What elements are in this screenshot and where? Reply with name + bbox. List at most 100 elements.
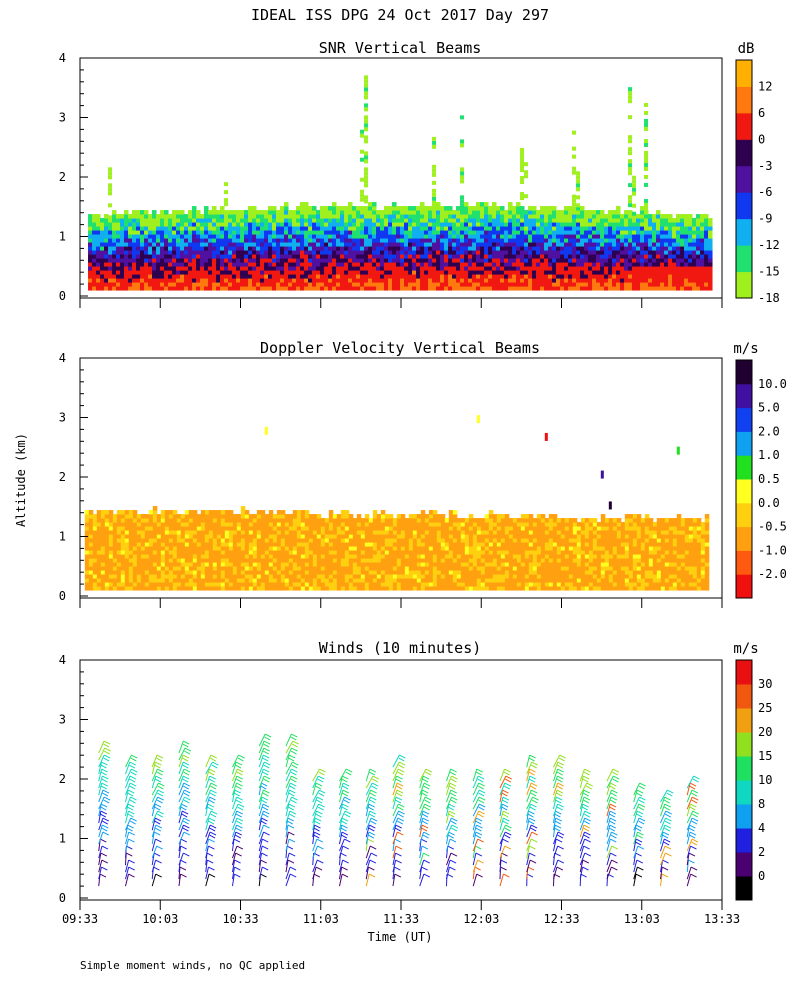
velocity-cell — [288, 566, 294, 571]
velocity-cell — [344, 554, 350, 559]
colorbar-swatch — [736, 245, 752, 273]
snr-cell — [232, 238, 237, 243]
velocity-cell — [188, 562, 194, 567]
snr-cell — [400, 282, 405, 287]
velocity-cell — [100, 574, 106, 579]
snr-cell — [420, 214, 425, 219]
snr-cell — [700, 242, 705, 247]
snr-cell — [692, 266, 697, 271]
velocity-cell — [344, 510, 350, 515]
velocity-cell — [208, 534, 214, 539]
velocity-cell — [140, 546, 146, 551]
snr-cell — [436, 266, 441, 271]
velocity-cell — [156, 514, 162, 519]
velocity-cell — [92, 578, 98, 583]
velocity-cell — [228, 530, 234, 535]
velocity-cell — [316, 546, 322, 551]
snr-cell — [340, 266, 345, 271]
snr-cell — [612, 238, 617, 243]
snr-cell — [88, 266, 93, 271]
snr-cell — [628, 226, 633, 231]
snr-cell — [384, 286, 389, 291]
snr-cell — [272, 250, 277, 255]
velocity-cell — [188, 526, 194, 531]
snr-cell — [300, 238, 305, 243]
velocity-cell — [272, 518, 278, 523]
velocity-cell — [248, 546, 254, 551]
snr-cell — [332, 258, 337, 263]
snr-cell — [360, 282, 365, 287]
snr-cell — [604, 238, 609, 243]
velocity-cell — [100, 546, 106, 551]
snr-cell — [344, 246, 349, 251]
velocity-cell — [240, 546, 246, 551]
velocity-cell — [256, 514, 262, 519]
velocity-cell — [332, 570, 338, 575]
velocity-cell — [128, 522, 134, 527]
velocity-cell — [248, 566, 254, 571]
snr-cell — [696, 222, 701, 227]
snr-cell — [140, 226, 145, 231]
snr-cell — [164, 270, 169, 275]
velocity-cell — [176, 534, 182, 539]
velocity-cell — [240, 518, 246, 523]
velocity-cell — [88, 518, 94, 523]
snr-cell — [684, 214, 689, 219]
velocity-cell — [184, 542, 190, 547]
snr-cell — [708, 250, 713, 255]
snr-cell — [684, 218, 689, 223]
snr-cell — [308, 242, 313, 247]
velocity-cell — [92, 538, 98, 543]
snr-cell — [232, 266, 237, 271]
velocity-cell — [396, 550, 402, 555]
snr-cell — [200, 278, 205, 283]
velocity-cell — [276, 578, 282, 583]
snr-cell — [152, 270, 157, 275]
velocity-cell — [224, 586, 230, 591]
snr-cell — [616, 258, 621, 263]
snr-cell — [468, 278, 473, 283]
snr-cell — [580, 230, 585, 235]
snr-cell — [416, 278, 421, 283]
velocity-cell — [240, 562, 246, 567]
velocity-cell — [272, 554, 278, 559]
snr-cell — [112, 246, 117, 251]
velocity-cell — [152, 578, 158, 583]
snr-cell — [628, 91, 633, 96]
velocity-cell — [284, 562, 290, 567]
snr-cell — [356, 238, 361, 243]
snr-cell — [200, 234, 205, 239]
velocity-cell — [120, 546, 126, 551]
snr-cell — [584, 242, 589, 247]
snr-cell — [388, 286, 393, 291]
velocity-cell — [140, 522, 146, 527]
velocity-cell — [364, 538, 370, 543]
snr-cell — [596, 246, 601, 251]
velocity-cell — [208, 574, 214, 579]
velocity-cell — [280, 522, 286, 527]
snr-cell — [224, 230, 229, 235]
snr-cell — [680, 262, 685, 267]
snr-cell — [168, 242, 173, 247]
velocity-cell — [164, 538, 170, 543]
snr-cell — [672, 278, 677, 283]
snr-cell — [476, 222, 481, 227]
snr-cell — [576, 262, 581, 267]
velocity-cell — [408, 578, 414, 583]
velocity-cell — [208, 566, 214, 571]
velocity-cell — [168, 546, 174, 551]
snr-cell — [564, 278, 569, 283]
snr-cell — [200, 262, 205, 267]
snr-cell — [432, 274, 437, 279]
snr-cell — [320, 258, 325, 263]
snr-cell — [428, 226, 433, 231]
snr-cell — [624, 250, 629, 255]
snr-cell — [584, 278, 589, 283]
velocity-cell — [124, 550, 130, 555]
velocity-cell — [376, 542, 382, 547]
snr-cell — [436, 242, 441, 247]
snr-cell — [292, 258, 297, 263]
velocity-cell — [400, 582, 406, 587]
snr-cell — [168, 246, 173, 251]
